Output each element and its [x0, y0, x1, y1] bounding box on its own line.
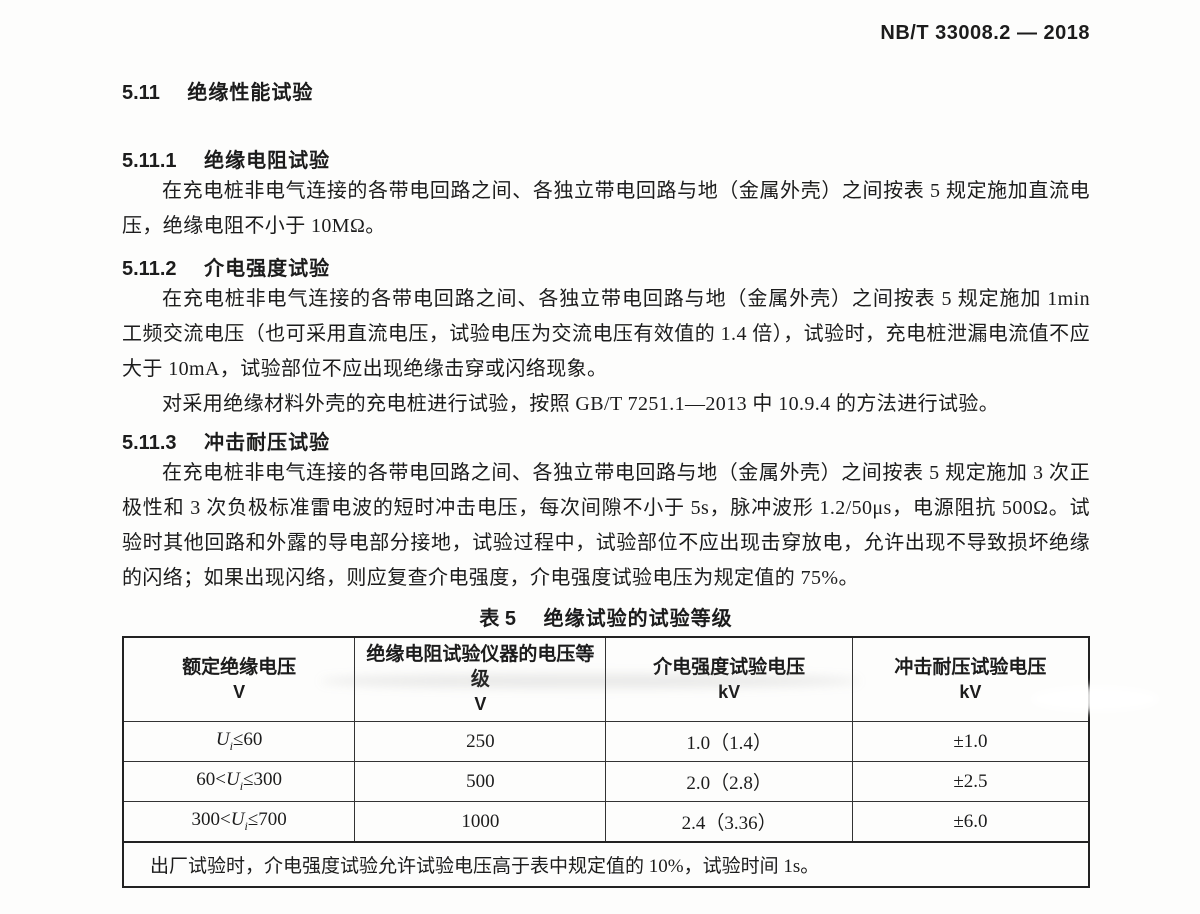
section-title: 冲击耐压试验: [204, 432, 331, 454]
cell-tester-voltage: 500: [354, 761, 607, 802]
section-heading-5-11-3: 5.11.3 冲击耐压试验: [122, 430, 1090, 456]
col-header-unit: V: [474, 694, 487, 714]
symbol-u: U: [230, 809, 245, 831]
col-header-name: 额定绝缘电压: [182, 656, 297, 678]
col-header-dielectric-test-voltage: 介电强度试验电压 kV: [605, 636, 853, 722]
table5-header-row: 额定绝缘电压 V 绝缘电阻试验仪器的电压等级 V 介电强度试验电压 kV 冲击耐…: [122, 636, 1090, 722]
section-heading-5-11: 5.11 绝缘性能试验: [122, 80, 1090, 106]
section-number: 5.11.2: [122, 258, 177, 280]
section-heading-5-11-2: 5.11.2 介电强度试验: [122, 256, 1090, 282]
paragraph-5-11-3: 在充电桩非电气连接的各带电回路之间、各独立带电回路与地（金属外壳）之间按表 5 …: [122, 462, 1090, 589]
col-header-unit: V: [233, 681, 246, 702]
cell-impulse-voltage: ±2.5: [851, 761, 1090, 802]
section-number: 5.11: [122, 82, 160, 104]
section-number: 5.11.3: [122, 432, 177, 454]
table-row: Ui≤60 250 1.0（1.4） ±1.0: [122, 721, 1090, 762]
col-header-rated-insulation-voltage: 额定绝缘电压 V: [122, 636, 356, 722]
symbol-u-subscript: i: [244, 818, 248, 833]
section-number: 5.11.1: [122, 150, 177, 172]
standard-code-header: NB/T 33008.2 — 2018: [880, 22, 1090, 44]
cell-dielectric-voltage: 1.0（1.4）: [605, 721, 853, 762]
symbol-u-subscript: i: [229, 738, 233, 753]
range-suffix: ≤300: [243, 769, 283, 791]
table5-body: Ui≤60 250 1.0（1.4） ±1.0 60<Ui≤300 500 2.…: [122, 721, 1090, 888]
range-prefix: 300<: [191, 809, 231, 831]
page-content: NB/T 33008.2 — 2018 5.11 绝缘性能试验 5.11.1 绝…: [122, 22, 1090, 888]
symbol-u: U: [226, 769, 240, 791]
col-header-name: 绝缘电阻试验仪器的电压等级: [366, 644, 595, 690]
table5-insulation-test-levels: 额定绝缘电压 V 绝缘电阻试验仪器的电压等级 V 介电强度试验电压 kV 冲击耐…: [122, 636, 1090, 888]
table5-caption-title: 绝缘试验的试验等级: [543, 608, 733, 630]
section-title: 介电强度试验: [204, 258, 331, 280]
cell-voltage-range: 60<Ui≤300: [122, 761, 356, 802]
col-header-impulse-withstand-voltage: 冲击耐压试验电压 kV: [851, 636, 1090, 722]
table5-caption: 表 5 绝缘试验的试验等级: [122, 606, 1090, 632]
section-heading-5-11-1: 5.11.1 绝缘电阻试验: [122, 148, 1090, 174]
range-suffix: ≤60: [232, 729, 263, 751]
paragraph-5-11-2-a: 在充电桩非电气连接的各带电回路之间、各独立带电回路与地（金属外壳）之间按表 5 …: [122, 288, 1090, 380]
col-header-tester-voltage-level: 绝缘电阻试验仪器的电压等级 V: [354, 636, 607, 722]
range-prefix: 60<: [196, 769, 227, 791]
table-row: 60<Ui≤300 500 2.0（2.8） ±2.5: [122, 761, 1090, 802]
cell-impulse-voltage: ±1.0: [851, 721, 1090, 762]
cell-tester-voltage: 1000: [354, 801, 607, 843]
col-header-unit: kV: [959, 681, 982, 702]
symbol-u-subscript: i: [239, 778, 244, 793]
table-row: 300<Ui≤700 1000 2.4（3.36） ±6.0: [122, 801, 1090, 843]
section-title: 绝缘电阻试验: [204, 150, 331, 172]
paragraph-5-11-2-b: 对采用绝缘材料外壳的充电桩进行试验，按照 GB/T 7251.1—2013 中 …: [162, 393, 1000, 415]
table5-caption-label: 表 5: [479, 608, 517, 630]
cell-dielectric-voltage: 2.4（3.36）: [605, 801, 853, 843]
col-header-name: 冲击耐压试验电压: [894, 656, 1047, 678]
cell-impulse-voltage: ±6.0: [851, 801, 1090, 843]
cell-dielectric-voltage: 2.0（2.8）: [605, 761, 853, 802]
table5-footnote-row: 出厂试验时，介电强度试验允许试验电压高于表中规定值的 10%，试验时间 1s。: [122, 841, 1090, 888]
cell-tester-voltage: 250: [354, 721, 607, 762]
table5-header: 额定绝缘电压 V 绝缘电阻试验仪器的电压等级 V 介电强度试验电压 kV 冲击耐…: [122, 636, 1090, 722]
cell-voltage-range: Ui≤60: [122, 721, 356, 762]
section-title: 绝缘性能试验: [187, 82, 314, 104]
col-header-unit: kV: [718, 681, 741, 702]
symbol-u: U: [215, 729, 230, 751]
table5-footnote: 出厂试验时，介电强度试验允许试验电压高于表中规定值的 10%，试验时间 1s。: [122, 841, 1090, 888]
paragraph-5-11-1: 在充电桩非电气连接的各带电回路之间、各独立带电回路与地（金属外壳）之间按表 5 …: [122, 180, 1090, 237]
range-suffix: ≤700: [247, 809, 287, 831]
cell-voltage-range: 300<Ui≤700: [122, 801, 356, 843]
col-header-name: 介电强度试验电压: [653, 656, 806, 678]
